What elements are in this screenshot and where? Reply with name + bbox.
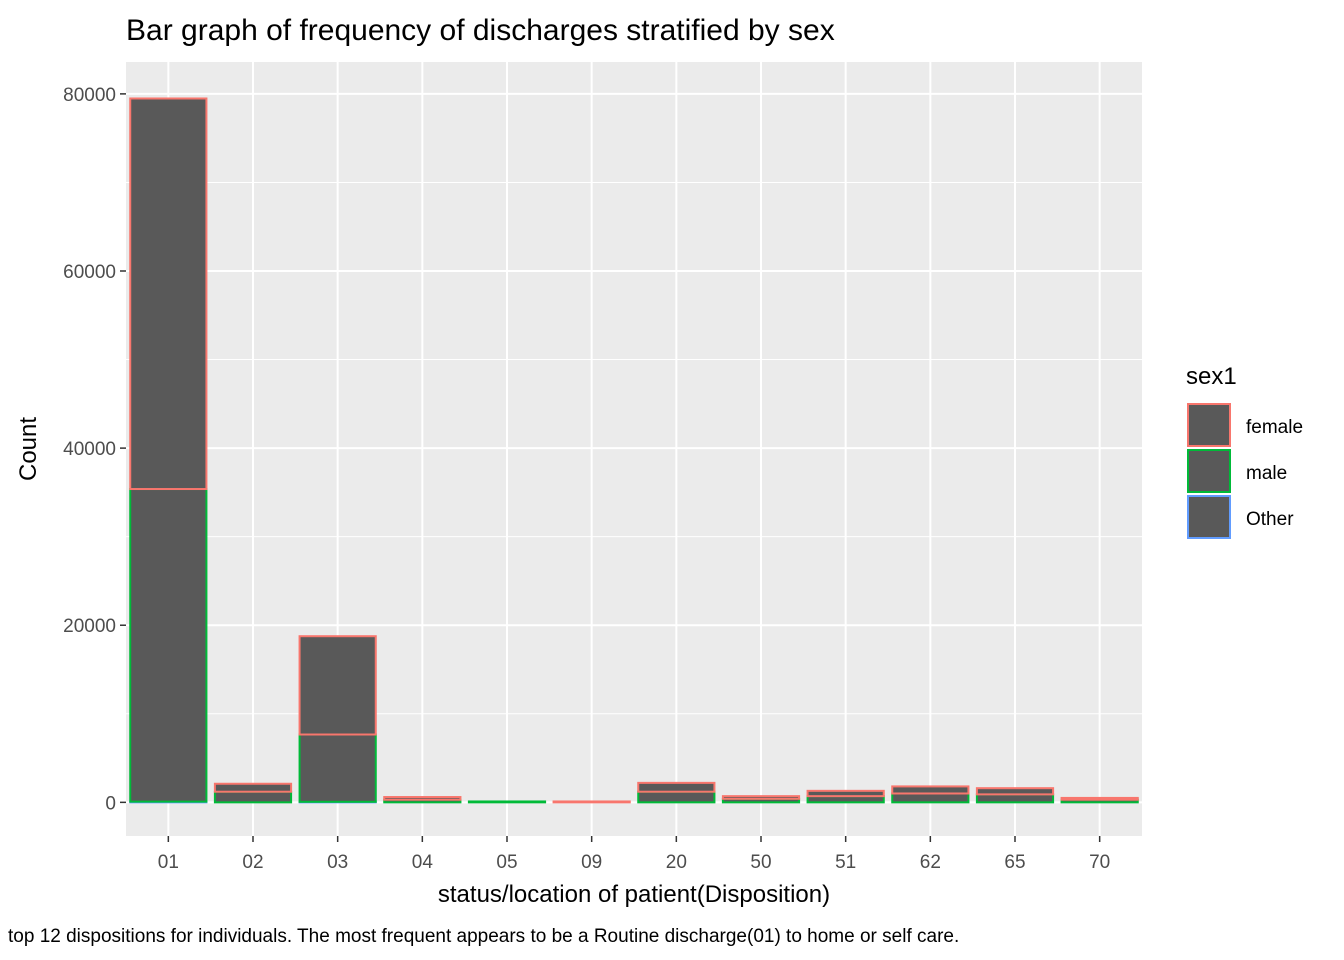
bar-female-03 — [298, 635, 377, 736]
x-tick-label: 20 — [666, 852, 687, 873]
legend-key-male — [1187, 449, 1231, 493]
legend-key-other — [1187, 495, 1231, 539]
x-tick-label: 70 — [1089, 852, 1110, 873]
bar-female-01 — [129, 97, 208, 491]
x-tick-label: 51 — [835, 852, 856, 873]
legend-title: sex1 — [1186, 363, 1237, 390]
x-tick-label: 05 — [496, 852, 517, 873]
y-axis: 0 20000 40000 60000 80000 — [63, 85, 126, 814]
bar-male-05 — [467, 800, 547, 804]
bar-male-02 — [213, 790, 293, 804]
bar-female-65 — [975, 787, 1055, 796]
x-tick-label: 65 — [1004, 852, 1025, 873]
x-tick-label: 09 — [581, 852, 602, 873]
bar-female-02 — [213, 782, 293, 793]
bar-male-20 — [637, 790, 716, 804]
x-axis-title: status/location of patient(Disposition) — [438, 881, 830, 908]
x-tick-label: 03 — [327, 852, 348, 873]
chart-title: Bar graph of frequency of discharges str… — [126, 14, 835, 47]
y-axis-title: Count — [15, 417, 42, 481]
bar-male-65 — [975, 793, 1055, 804]
x-tick-label: 02 — [242, 852, 263, 873]
legend-key-female — [1187, 403, 1231, 447]
bar-male-62 — [891, 792, 970, 804]
bar-male-01 — [129, 488, 208, 803]
bars — [129, 97, 1139, 804]
x-tick-label: 50 — [750, 852, 771, 873]
legend-label-other: Other — [1246, 509, 1294, 530]
bar-female-62 — [891, 785, 970, 795]
bar-female-70 — [1060, 796, 1139, 801]
x-tick-label: 01 — [158, 852, 179, 873]
y-tick-label: 0 — [105, 793, 116, 814]
y-tick-label: 40000 — [63, 439, 116, 460]
legend-label-male: male — [1246, 463, 1287, 484]
bar-female-04 — [383, 796, 462, 801]
bar-female-09 — [552, 800, 631, 804]
x-tick-label: 62 — [920, 852, 941, 873]
y-tick-label: 80000 — [63, 85, 116, 106]
legend-label-female: female — [1246, 417, 1303, 438]
bar-female-20 — [637, 781, 716, 793]
bar-female-51 — [806, 789, 885, 798]
x-tick-label: 04 — [412, 852, 434, 873]
legend: sex1 female male Other — [1186, 363, 1303, 539]
bar-male-03 — [298, 733, 377, 803]
chart-caption: top 12 dispositions for individuals. The… — [8, 926, 959, 947]
bar-female-50 — [721, 795, 801, 800]
x-axis: 01 02 03 04 05 09 20 50 51 62 65 70 — [158, 836, 1110, 873]
y-tick-label: 60000 — [63, 262, 116, 283]
y-tick-label: 20000 — [63, 616, 116, 637]
